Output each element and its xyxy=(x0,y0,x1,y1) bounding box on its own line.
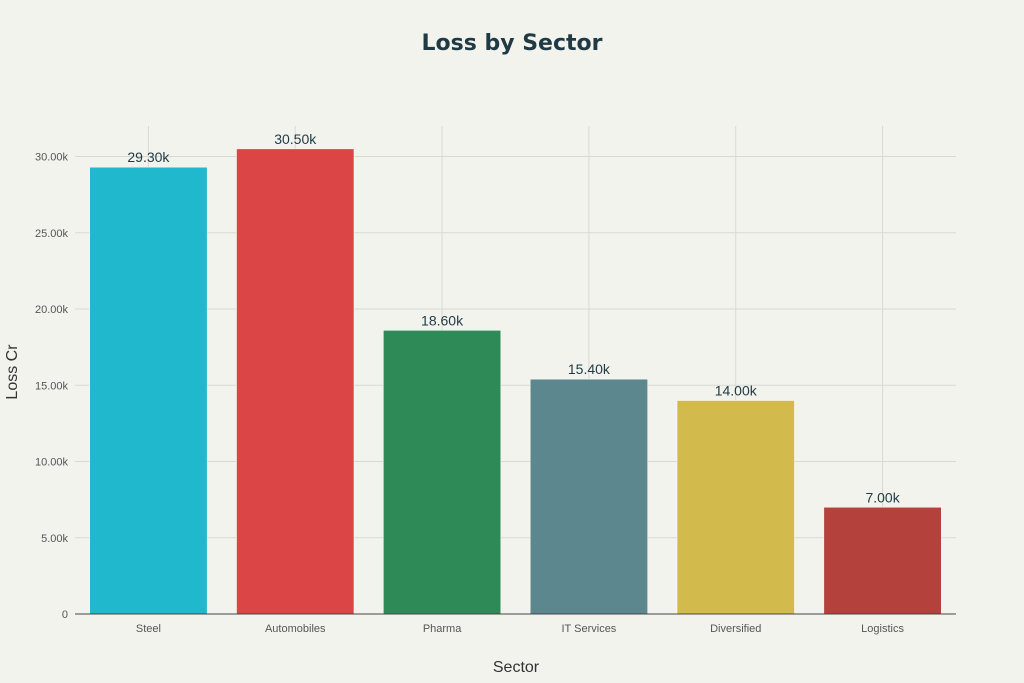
y-axis-ticks: 0 5.00k 10.00k 15.00k 20.00k 25.00k 30.00k xyxy=(35,152,69,622)
y-tick-label: 10.00k xyxy=(35,457,69,469)
chart-title: Loss by Sector xyxy=(421,31,602,56)
y-axis-title: Loss Cr xyxy=(4,344,21,400)
y-tick-label: 0 xyxy=(62,609,68,621)
data-labels: 29.30k 30.50k 18.60k 15.40k 14.00k 7.00k xyxy=(127,131,900,505)
x-tick-label: IT Services xyxy=(562,623,617,635)
data-label: 29.30k xyxy=(127,149,170,165)
bar-pharma xyxy=(383,330,502,615)
x-tick-label: Diversified xyxy=(710,623,761,635)
data-label: 18.60k xyxy=(421,312,464,328)
x-tick-label: Pharma xyxy=(423,623,462,635)
x-axis-title: Sector xyxy=(493,659,540,676)
bars xyxy=(89,148,942,615)
data-label: 7.00k xyxy=(865,489,900,505)
bar-steel xyxy=(89,166,208,615)
x-tick-label: Steel xyxy=(136,623,161,635)
y-tick-label: 5.00k xyxy=(41,533,68,545)
x-tick-label: Logistics xyxy=(861,623,904,635)
bar-it-services xyxy=(529,378,648,615)
y-tick-label: 20.00k xyxy=(35,304,69,316)
data-label: 15.40k xyxy=(568,361,611,377)
bar-logistics xyxy=(823,507,942,615)
data-label: 14.00k xyxy=(715,383,758,399)
y-tick-label: 25.00k xyxy=(35,228,69,240)
bar-automobiles xyxy=(236,148,355,615)
x-tick-label: Automobiles xyxy=(265,623,326,635)
x-axis-ticks: Steel Automobiles Pharma IT Services Diversi… xyxy=(136,623,905,635)
y-tick-label: 30.00k xyxy=(35,152,69,164)
bar-diversified xyxy=(676,400,795,615)
y-tick-label: 15.00k xyxy=(35,380,69,392)
data-label: 30.50k xyxy=(274,131,317,147)
